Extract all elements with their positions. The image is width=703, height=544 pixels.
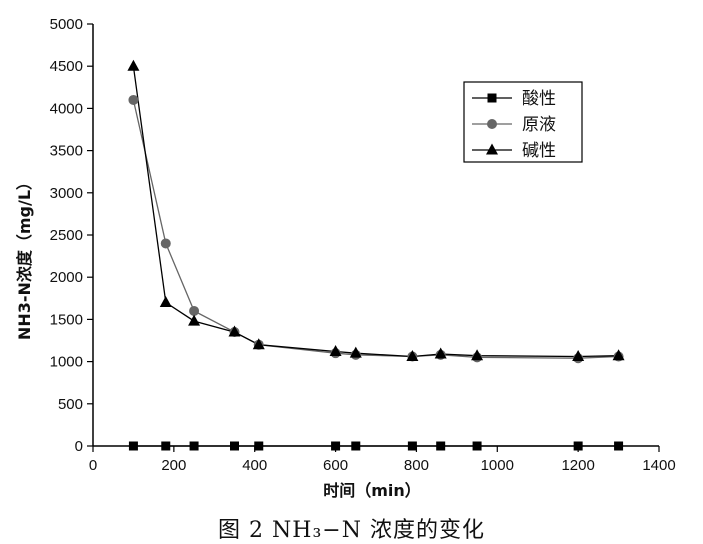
x-tick-label: 0 [89,457,97,474]
series-lines [132,66,619,447]
data-point-series-3 [406,350,419,362]
data-point-series-3 [349,346,362,358]
y-tick-label: 5000 [50,16,83,33]
legend-marker [486,143,498,155]
legend-label: 碱性 [522,141,556,161]
y-tick-label: 1500 [50,311,83,328]
data-point-series-3 [572,350,585,362]
legend-label: 酸性 [522,89,556,109]
data-point-series-1 [407,441,417,451]
legend-label: 原液 [522,115,556,135]
data-point-series-3 [612,349,625,361]
line-chart: 0500100015002000250030003500400045005000… [15,16,676,500]
data-point-series-1 [189,441,199,451]
series-markers [127,59,625,451]
data-point-series-3 [188,314,201,326]
series-line-2 [132,99,619,359]
legend-marker [487,93,497,103]
data-point-series-3 [471,349,484,361]
data-point-series-2 [160,238,171,249]
y-tick-label: 2000 [50,269,83,286]
x-axis-ticks: 0 200 400 600 800 1000 1200 1400 [89,446,676,474]
data-point-series-1 [128,441,138,451]
y-tick-label: 500 [58,396,83,413]
data-point-series-2 [128,94,139,105]
legend-marker [487,119,497,129]
data-point-series-1 [573,441,583,451]
y-tick-label: 1000 [50,354,83,371]
data-point-series-1 [351,441,361,451]
data-point-series-3 [228,325,241,337]
y-tick-label: 4000 [50,100,83,117]
figure-caption: 图 2 NH₃−N 浓度的变化 [218,518,485,543]
data-point-series-1 [161,441,171,451]
data-point-series-3 [434,347,447,359]
x-tick-label: 200 [161,457,186,474]
data-point-series-1 [230,441,239,451]
data-point-series-1 [331,441,341,451]
data-point-series-2 [189,305,200,316]
data-point-series-1 [614,441,624,451]
y-tick-label: 0 [75,438,83,455]
y-tick-label: 2500 [50,227,83,244]
data-point-series-3 [329,344,342,356]
data-point-series-3 [159,296,172,308]
data-point-series-3 [127,59,140,71]
y-tick-label: 3500 [50,143,83,160]
data-point-series-1 [472,441,482,451]
x-tick-label: 1400 [642,457,675,474]
x-tick-label: 1200 [561,457,594,474]
y-axis-ticks: 0 500 1000 1500 2000 2500 3000 3500 4000 4500 5000 [50,16,93,455]
y-axis-title: NH3-N浓度（mg/L） [15,174,34,340]
legend-box [463,81,583,163]
y-tick-label: 3000 [50,185,83,202]
x-tick-label: 600 [323,457,348,474]
series-line-3 [132,66,619,358]
y-tick-label: 4500 [50,58,83,75]
data-point-series-1 [436,441,446,451]
data-point-series-3 [252,338,265,350]
data-point-series-1 [254,441,264,451]
x-tick-label: 400 [242,457,267,474]
x-tick-label: 800 [404,457,429,474]
x-tick-label: 1000 [481,457,514,474]
x-axis-title: 时间（min） [323,481,421,500]
